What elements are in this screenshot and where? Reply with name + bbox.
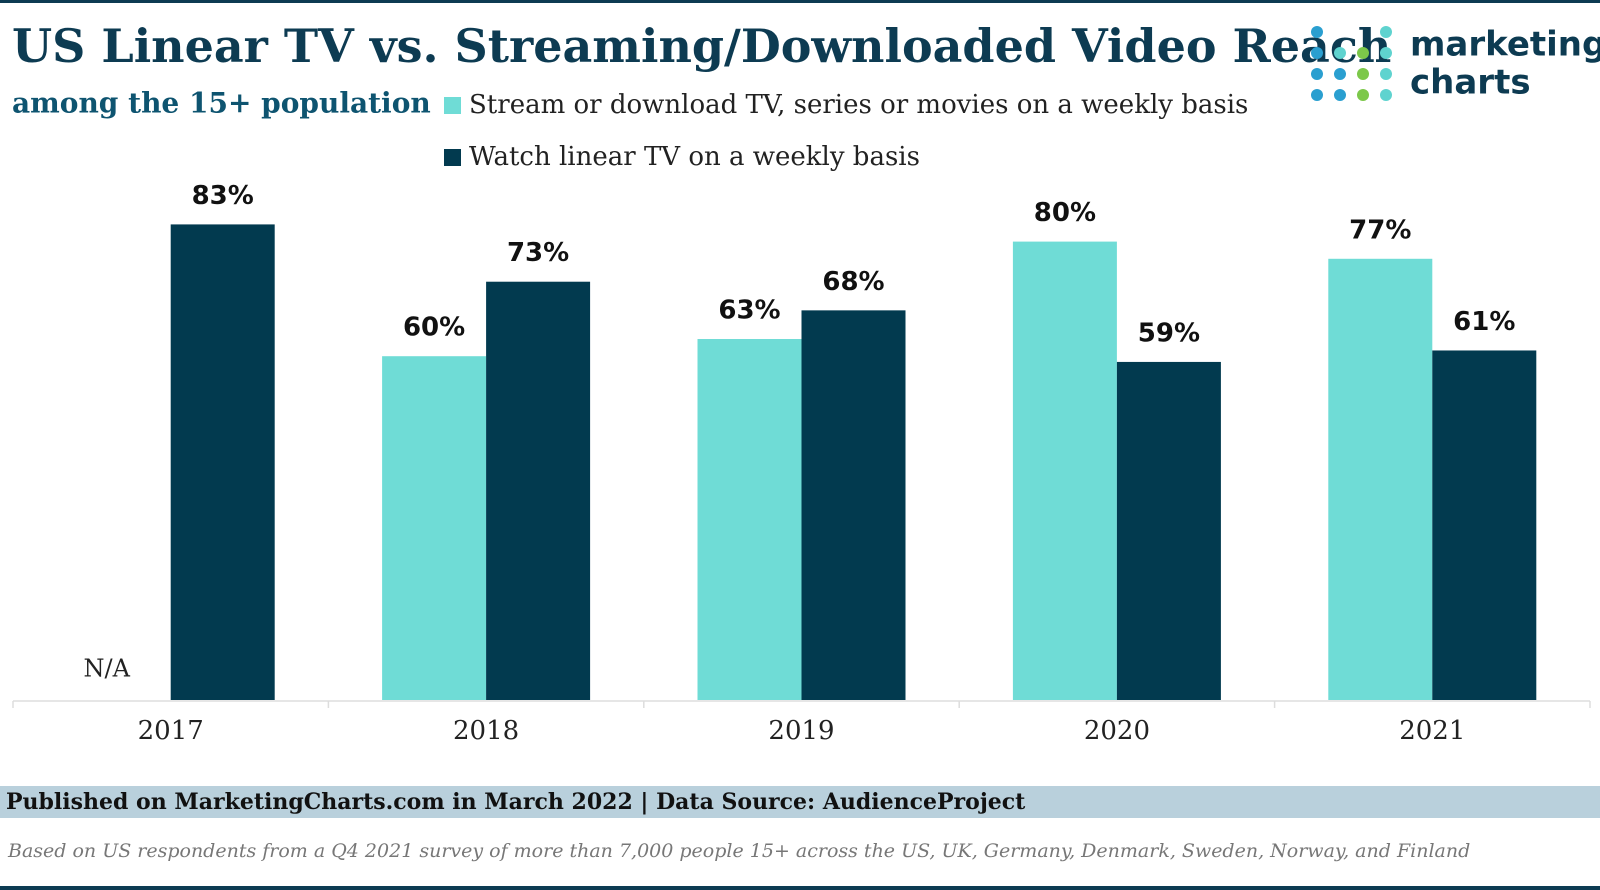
legend-swatch (444, 149, 461, 166)
na-label: N/A (83, 655, 130, 683)
legend-label: Watch linear TV on a weekly basis (469, 142, 920, 172)
x-tick-label: 2020 (1084, 716, 1150, 746)
logo-dots (1311, 26, 1392, 101)
logo: marketing charts (1311, 25, 1600, 103)
value-label: 61% (1453, 307, 1515, 337)
value-label: 77% (1349, 215, 1411, 245)
bar (486, 281, 591, 700)
x-tick-label: 2019 (768, 716, 834, 746)
chart-title: US Linear TV vs. Streaming/Downloaded Vi… (12, 19, 1391, 73)
bottom-border (0, 886, 1600, 890)
footer-band (0, 786, 1600, 818)
legend-swatch (444, 97, 461, 114)
top-border (0, 0, 1600, 3)
legend-label: Stream or download TV, series or movies … (469, 90, 1248, 120)
bar (1012, 241, 1117, 700)
logo-text: charts (1410, 63, 1531, 103)
bar (170, 224, 275, 700)
footer-source: Published on MarketingCharts.com in Marc… (6, 789, 1026, 815)
value-label: 59% (1138, 318, 1200, 348)
value-label: 73% (507, 238, 569, 268)
value-label: 83% (192, 181, 254, 211)
bar (1116, 361, 1221, 700)
x-tick-label: 2017 (138, 716, 204, 746)
bar (1328, 258, 1433, 700)
bar (382, 356, 487, 700)
value-label: 63% (718, 296, 780, 326)
value-label: 68% (822, 267, 884, 297)
x-tick-label: 2021 (1399, 716, 1465, 746)
bar (801, 310, 906, 700)
footer-note: Based on US respondents from a Q4 2021 s… (7, 840, 1470, 862)
bar (697, 339, 802, 700)
value-label: 60% (403, 313, 465, 343)
plot-area: 2017 N/A 83% 2018 60% 73% 2019 63% 68% 2020 80% 59%… (12, 181, 1591, 746)
x-tick-label: 2018 (453, 716, 519, 746)
legend: Stream or download TV, series or movies … (444, 90, 1248, 172)
logo-text: marketing (1410, 25, 1600, 65)
value-label: 80% (1034, 198, 1096, 228)
bar (1432, 350, 1537, 700)
chart-subtitle: among the 15+ population (12, 87, 431, 120)
